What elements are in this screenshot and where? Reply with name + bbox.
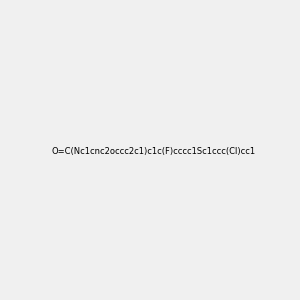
Text: O=C(Nc1cnc2occc2c1)c1c(F)cccc1Sc1ccc(Cl)cc1: O=C(Nc1cnc2occc2c1)c1c(F)cccc1Sc1ccc(Cl)… <box>52 147 256 156</box>
